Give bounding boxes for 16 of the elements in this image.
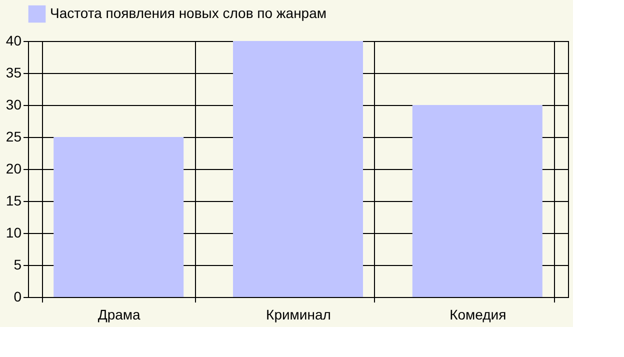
y-tick-label: 5 [14, 256, 22, 272]
x-tick-label: Комедия [450, 306, 506, 322]
x-tick-label: Драма [98, 306, 141, 322]
y-tick-label: 20 [6, 160, 22, 176]
y-tick-label: 10 [6, 224, 22, 240]
x-tick-label: Криминал [266, 306, 331, 322]
y-tick-label: 40 [6, 32, 22, 48]
y-tick-label: 30 [6, 96, 22, 112]
legend-label: Частота появления новых слов по жанрам [50, 5, 327, 21]
y-tick-label: 35 [6, 64, 22, 80]
y-tick-label: 25 [6, 128, 22, 144]
y-tick-label: 0 [14, 288, 22, 304]
bar [412, 105, 542, 297]
bar [233, 41, 363, 297]
y-tick-label: 15 [6, 192, 22, 208]
bar [54, 137, 184, 297]
